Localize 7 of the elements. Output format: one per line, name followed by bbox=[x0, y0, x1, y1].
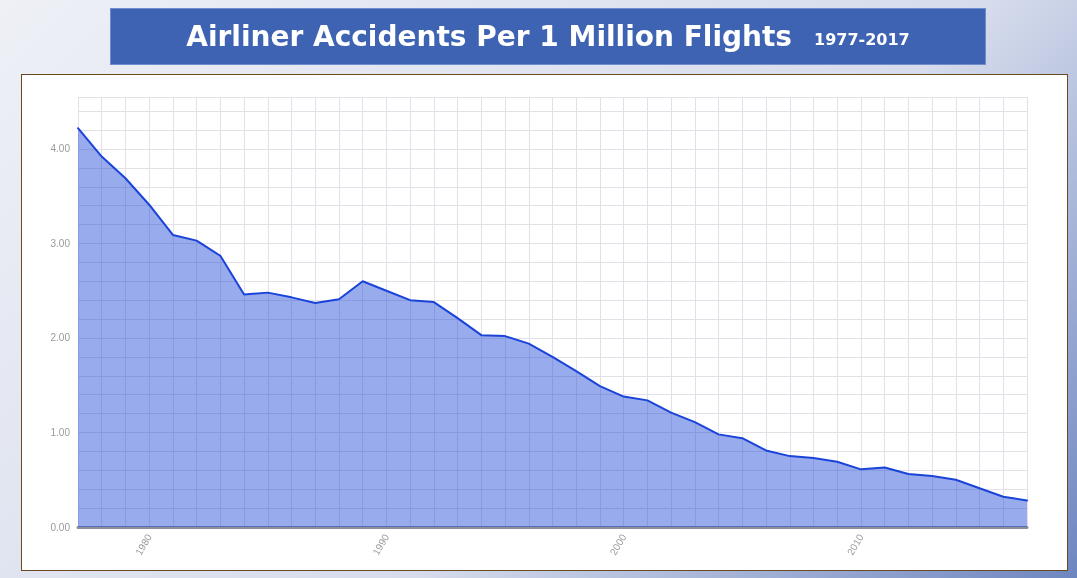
y-tick-label: 2.00 bbox=[50, 332, 71, 344]
y-tick-label: 0.00 bbox=[50, 521, 71, 533]
chart-subtitle: 1977-2017 bbox=[814, 30, 910, 49]
chart-title: Airliner Accidents Per 1 Million Flights bbox=[186, 20, 793, 53]
y-tick-label: 3.00 bbox=[50, 237, 71, 249]
y-tick-label: 4.00 bbox=[50, 143, 71, 155]
y-tick-label: 1.00 bbox=[50, 426, 71, 438]
